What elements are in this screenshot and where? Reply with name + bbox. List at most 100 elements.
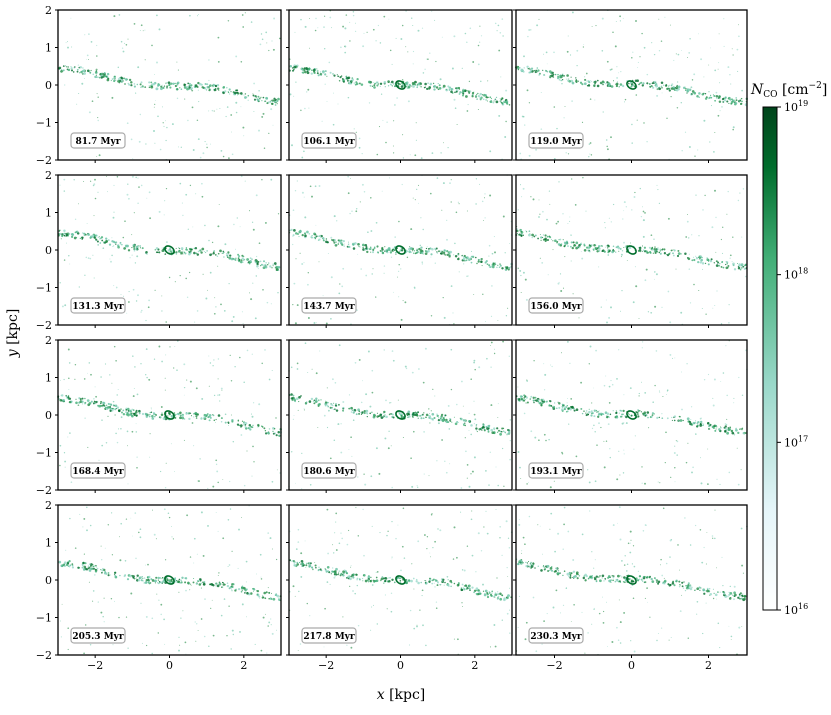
time-label-box — [70, 627, 126, 644]
time-label-text: 156.0 Myr — [530, 302, 582, 312]
x-axis-label: x [kpc] — [377, 687, 426, 703]
panel: 180.6 Myr — [286, 339, 513, 493]
panel: 143.7 Myr — [286, 174, 513, 328]
time-label-box — [301, 462, 357, 479]
density-map — [288, 174, 513, 326]
density-map — [288, 504, 513, 655]
time-label: 81.7 Myr — [70, 132, 126, 149]
x-tick-label: 2 — [705, 659, 712, 672]
time-label: 217.8 Myr — [301, 627, 357, 644]
time-label-text: 217.8 Myr — [303, 632, 355, 642]
y-tick-label: −2 — [36, 319, 52, 332]
density-map — [515, 506, 748, 656]
time-label-text: 168.4 Myr — [72, 467, 124, 477]
panel: −2 −1 0 1 2 168.4 Myr — [36, 334, 282, 497]
time-label-box — [70, 132, 126, 149]
time-label-box — [301, 132, 357, 149]
colorbar-ticks: 1016 1017 1018 1019 — [777, 99, 808, 617]
density-map — [514, 9, 749, 161]
y-tick-label: −1 — [36, 282, 52, 295]
time-label-text: 193.1 Myr — [530, 467, 582, 477]
colorbar-title: NCO [cm−2] — [750, 81, 827, 100]
y-tick-label: −2 — [36, 649, 52, 662]
y-tick-label: 2 — [45, 4, 52, 17]
time-label-box — [528, 132, 584, 149]
panel-grid: −2 −1 0 1 2 81.7 Myr 106.1 Myr 119.0 Myr −2 −1 0 1 2… — [36, 4, 749, 672]
time-label-box — [301, 627, 357, 644]
y-tick-label: 0 — [45, 244, 52, 257]
time-label: 156.0 Myr — [528, 297, 584, 314]
panel: −2 −1 0 1 2 81.7 Myr — [36, 4, 282, 167]
y-tick-label: 2 — [45, 499, 52, 512]
time-label-text: 119.0 Myr — [530, 137, 582, 147]
time-label: 205.3 Myr — [70, 627, 126, 644]
axis-labels: x [kpc] y [kpc] — [5, 309, 425, 703]
panel: 156.0 Myr — [513, 174, 748, 328]
time-label-text: 180.6 Myr — [303, 467, 355, 477]
y-tick-label: −2 — [36, 154, 52, 167]
x-tick-label: −2 — [87, 659, 103, 672]
density-map — [57, 175, 281, 324]
time-label: 180.6 Myr — [301, 462, 357, 479]
colorbar-tick-label: 1019 — [784, 99, 808, 114]
time-label-text: 143.7 Myr — [303, 302, 355, 312]
density-map — [57, 12, 281, 161]
y-tick-label: 1 — [45, 207, 52, 220]
colorbar-tick-label: 1018 — [784, 267, 808, 282]
density-map — [515, 177, 748, 326]
x-tick-label: 0 — [397, 659, 404, 672]
colorbar-gradient — [762, 106, 778, 611]
density-map — [57, 340, 282, 489]
y-tick-label: −1 — [36, 117, 52, 130]
time-label-box — [301, 297, 357, 314]
panel: 106.1 Myr — [286, 9, 513, 163]
time-label-text: 131.3 Myr — [72, 302, 124, 312]
panel: 119.0 Myr — [513, 9, 749, 163]
time-label-text: 230.3 Myr — [530, 632, 582, 642]
time-label: 131.3 Myr — [70, 297, 126, 314]
panel: −2 0 2 −2 −1 0 1 2 205.3 Myr — [36, 499, 282, 672]
y-tick-label: 1 — [45, 537, 52, 550]
y-axis-label: y [kpc] — [5, 309, 21, 359]
y-tick-label: 2 — [45, 334, 52, 347]
time-label: 119.0 Myr — [528, 132, 584, 149]
time-label: 230.3 Myr — [528, 627, 584, 644]
time-label-text: 205.3 Myr — [72, 632, 124, 642]
panel: −2 0 2 230.3 Myr — [513, 504, 748, 672]
time-label-box — [528, 462, 584, 479]
time-label-box — [70, 462, 126, 479]
time-label-box — [70, 297, 126, 314]
time-label-text: 81.7 Myr — [76, 137, 121, 147]
colorbar: NCO [cm−2] 1016 1017 1018 1019 — [750, 81, 827, 617]
panel: −2 −1 0 1 2 131.3 Myr — [36, 169, 282, 332]
density-map — [288, 340, 511, 490]
density-map — [58, 505, 282, 655]
y-tick-label: −2 — [36, 484, 52, 497]
y-tick-label: 0 — [45, 409, 52, 422]
time-label-box — [528, 297, 584, 314]
y-tick-label: 0 — [45, 79, 52, 92]
x-tick-label: 0 — [166, 659, 173, 672]
x-tick-label: −2 — [318, 659, 334, 672]
panel: −2 0 2 217.8 Myr — [286, 504, 513, 672]
x-tick-label: −2 — [546, 659, 562, 672]
x-tick-label: 2 — [471, 659, 478, 672]
panel: 193.1 Myr — [513, 339, 748, 493]
time-label-box — [528, 627, 584, 644]
y-tick-label: −1 — [36, 447, 52, 460]
time-label: 168.4 Myr — [70, 462, 126, 479]
y-tick-label: −1 — [36, 612, 52, 625]
density-map — [515, 340, 748, 489]
y-tick-label: 2 — [45, 169, 52, 182]
x-tick-label: 0 — [628, 659, 635, 672]
time-label: 106.1 Myr — [301, 132, 357, 149]
time-label-text: 106.1 Myr — [303, 137, 355, 147]
colorbar-tick-label: 1017 — [784, 434, 808, 449]
colorbar-tick-label: 1016 — [784, 602, 808, 617]
y-tick-label: 1 — [45, 372, 52, 385]
y-tick-label: 0 — [45, 574, 52, 587]
time-label: 143.7 Myr — [301, 297, 357, 314]
y-tick-label: 1 — [45, 42, 52, 55]
time-label: 193.1 Myr — [528, 462, 584, 479]
